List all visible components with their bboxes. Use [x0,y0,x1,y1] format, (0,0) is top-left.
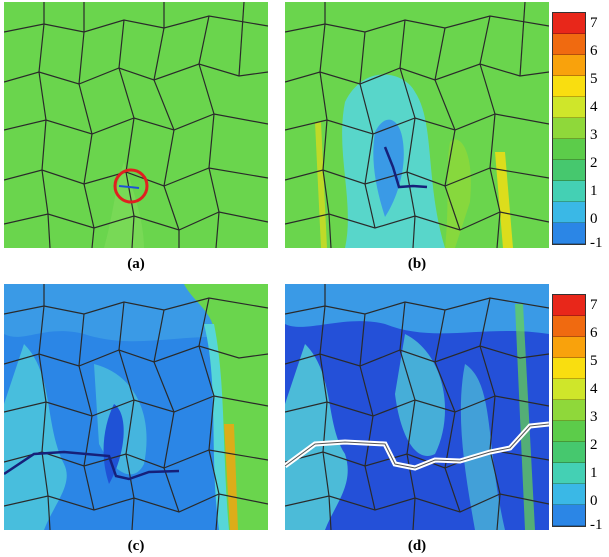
caption-d: (d) [407,538,427,554]
grain-boundaries-d [285,284,549,530]
crack-path-b [383,146,428,189]
panel-d-image [285,284,549,530]
panel-a-image [4,2,268,248]
tick-label: 2 [590,437,598,453]
grain-boundaries-b [285,2,549,248]
grain-boundaries-a [4,2,268,248]
caption-a: (a) [127,256,145,272]
tick-label: 2 [590,155,598,171]
tick-label: 4 [590,99,598,115]
tick-label: 4 [590,381,598,397]
panel-b [285,2,549,248]
panel-d [285,284,549,530]
tick-label: 3 [590,127,598,143]
colorbar-top-ticks: 7 6 5 4 3 2 1 0 -1 [590,14,609,251]
tick-label: 1 [590,183,598,199]
crack-path-c [4,450,180,481]
tick-label: 5 [590,353,598,369]
colorbar-bottom-ticks: 7 6 5 4 3 2 1 0 -1 [590,296,609,533]
panel-c-image [4,284,268,530]
panel-b-image [285,2,549,248]
colorbar-top [552,12,586,245]
panel-c [4,284,268,530]
tick-label: 5 [590,71,598,87]
grain-boundaries-c [4,284,268,530]
tick-label: 7 [590,15,598,31]
tick-label: 6 [590,325,598,341]
tick-label: 1 [590,465,598,481]
tick-label: 0 [590,211,598,227]
colorbar-bottom [552,294,586,527]
tick-label: 3 [590,409,598,425]
caption-b: (b) [407,256,427,272]
tick-label: 7 [590,297,598,313]
panel-a [4,2,268,248]
tick-label: -1 [590,517,603,533]
tick-label: 6 [590,43,598,59]
tick-label: 0 [590,493,598,509]
caption-c: (c) [127,538,145,554]
crack-initiation-marker [113,168,149,204]
tick-label: -1 [590,235,603,251]
